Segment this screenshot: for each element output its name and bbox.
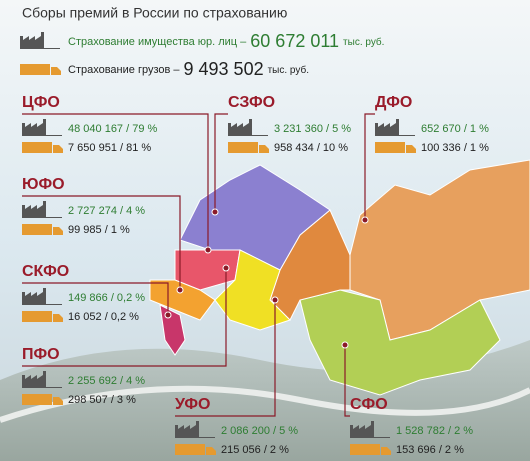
leader-dot	[211, 208, 219, 216]
truck-icon	[375, 142, 405, 153]
region-cargo: 99 985 / 1 %	[68, 224, 130, 236]
legend-label: Страхование грузов –	[68, 64, 180, 76]
leader-line	[344, 345, 350, 417]
truck-icon	[350, 444, 380, 455]
region-name: ЦФО	[22, 94, 60, 111]
region-cargo: 153 696 / 2 %	[396, 444, 464, 456]
factory-icon	[22, 288, 62, 305]
region-name: ПФО	[22, 346, 60, 363]
leader-dot	[164, 311, 172, 319]
factory-icon	[22, 119, 62, 136]
region-yufo	[149, 279, 216, 321]
leader-line	[22, 282, 169, 315]
region-block: СКФО 149 866 / 0,2 % 16 052 / 0,2 %	[22, 263, 172, 323]
factory-icon	[175, 421, 215, 438]
factory-icon	[350, 421, 390, 438]
leader-dot	[222, 264, 230, 272]
leader-line	[214, 113, 228, 212]
truck-cab	[406, 145, 416, 153]
leader-dot	[271, 296, 279, 304]
legend-value: 9 493 502	[184, 59, 264, 79]
region-name: СКФО	[22, 263, 69, 280]
factory-icon	[22, 201, 62, 218]
region-property: 2 086 200 / 5 %	[221, 425, 298, 437]
region-name: УФО	[175, 396, 210, 413]
region-cargo: 298 507 / 3 %	[68, 394, 136, 406]
region-sfo	[299, 289, 501, 396]
region-property: 149 866 / 0,2 %	[68, 292, 145, 304]
truck-cab	[259, 145, 269, 153]
truck-icon	[22, 394, 52, 405]
leader-dot	[176, 286, 184, 294]
region-property: 652 670 / 1 %	[421, 123, 489, 135]
truck-cab	[206, 447, 216, 455]
truck-icon	[22, 224, 52, 235]
region-property: 48 040 167 / 79 %	[68, 123, 158, 135]
truck-cab	[53, 227, 63, 235]
region-name: ДФО	[375, 94, 412, 111]
region-cargo: 7 650 951 / 81 %	[68, 142, 151, 154]
region-property: 2 255 692 / 4 %	[68, 375, 145, 387]
truck-icon	[22, 142, 52, 153]
truck-cab	[53, 145, 63, 153]
region-block: ДФО 652 670 / 1 % 100 336 / 1 %	[361, 94, 489, 224]
leader-line	[364, 113, 375, 220]
region-cargo: 100 336 / 1 %	[421, 142, 489, 154]
truck-icon	[175, 444, 205, 455]
factory-icon	[20, 32, 60, 49]
region-block: УФО 2 086 200 / 5 % 215 056 / 2 %	[175, 296, 298, 456]
factory-icon	[228, 119, 268, 136]
truck-cab	[53, 314, 63, 322]
truck-cab	[51, 67, 61, 75]
region-property: 1 528 782 / 2 %	[396, 425, 473, 437]
region-cargo: 958 434 / 10 %	[274, 142, 348, 154]
leader-dot	[361, 216, 369, 224]
region-property: 2 727 274 / 4 %	[68, 205, 145, 217]
factory-icon	[375, 119, 415, 136]
region-block: ЦФО 48 040 167 / 79 % 7 650 951 / 81 %	[22, 94, 212, 254]
region-name: СЗФО	[228, 94, 275, 111]
region-block: ПФО 2 255 692 / 4 % 298 507 / 3 %	[22, 264, 230, 406]
region-cargo: 16 052 / 0,2 %	[68, 311, 139, 323]
leader-line	[22, 195, 181, 290]
region-property: 3 231 360 / 5 %	[274, 123, 351, 135]
legend-text: Страхование имущества юр. лиц –60 672 01…	[68, 31, 384, 51]
leader-dot	[341, 341, 349, 349]
leader-line	[22, 113, 209, 250]
truck-icon	[22, 311, 52, 322]
truck-icon	[228, 142, 258, 153]
legend-value: 60 672 011	[250, 31, 339, 51]
leader-line	[22, 268, 227, 367]
region-name: СФО	[350, 396, 388, 413]
region-cargo: 215 056 / 2 %	[221, 444, 289, 456]
legend-unit: тыс. руб.	[343, 36, 384, 48]
region-name: ЮФО	[22, 176, 65, 193]
truck-cab	[53, 397, 63, 405]
truck-cab	[381, 447, 391, 455]
map	[149, 159, 530, 396]
factory-icon	[22, 371, 62, 388]
title: Сборы премий в России по страхованию	[22, 5, 287, 21]
leader-dot	[204, 246, 212, 254]
legend-text: Страхование грузов – 9 493 502 тыс. руб.	[68, 59, 309, 79]
region-block: СЗФО 3 231 360 / 5 % 958 434 / 10 %	[211, 94, 351, 216]
legend-label: Страхование имущества юр. лиц –	[68, 36, 247, 48]
legend-item: Страхование грузов – 9 493 502 тыс. руб.	[20, 59, 309, 79]
road	[0, 385, 530, 423]
truck-icon	[20, 64, 50, 75]
leader-line	[175, 300, 276, 417]
region-block: СФО 1 528 782 / 2 % 153 696 / 2 %	[341, 341, 473, 456]
region-pfo	[214, 249, 291, 331]
legend-unit: тыс. руб.	[268, 64, 309, 76]
legend-item: Страхование имущества юр. лиц –60 672 01…	[20, 31, 384, 51]
